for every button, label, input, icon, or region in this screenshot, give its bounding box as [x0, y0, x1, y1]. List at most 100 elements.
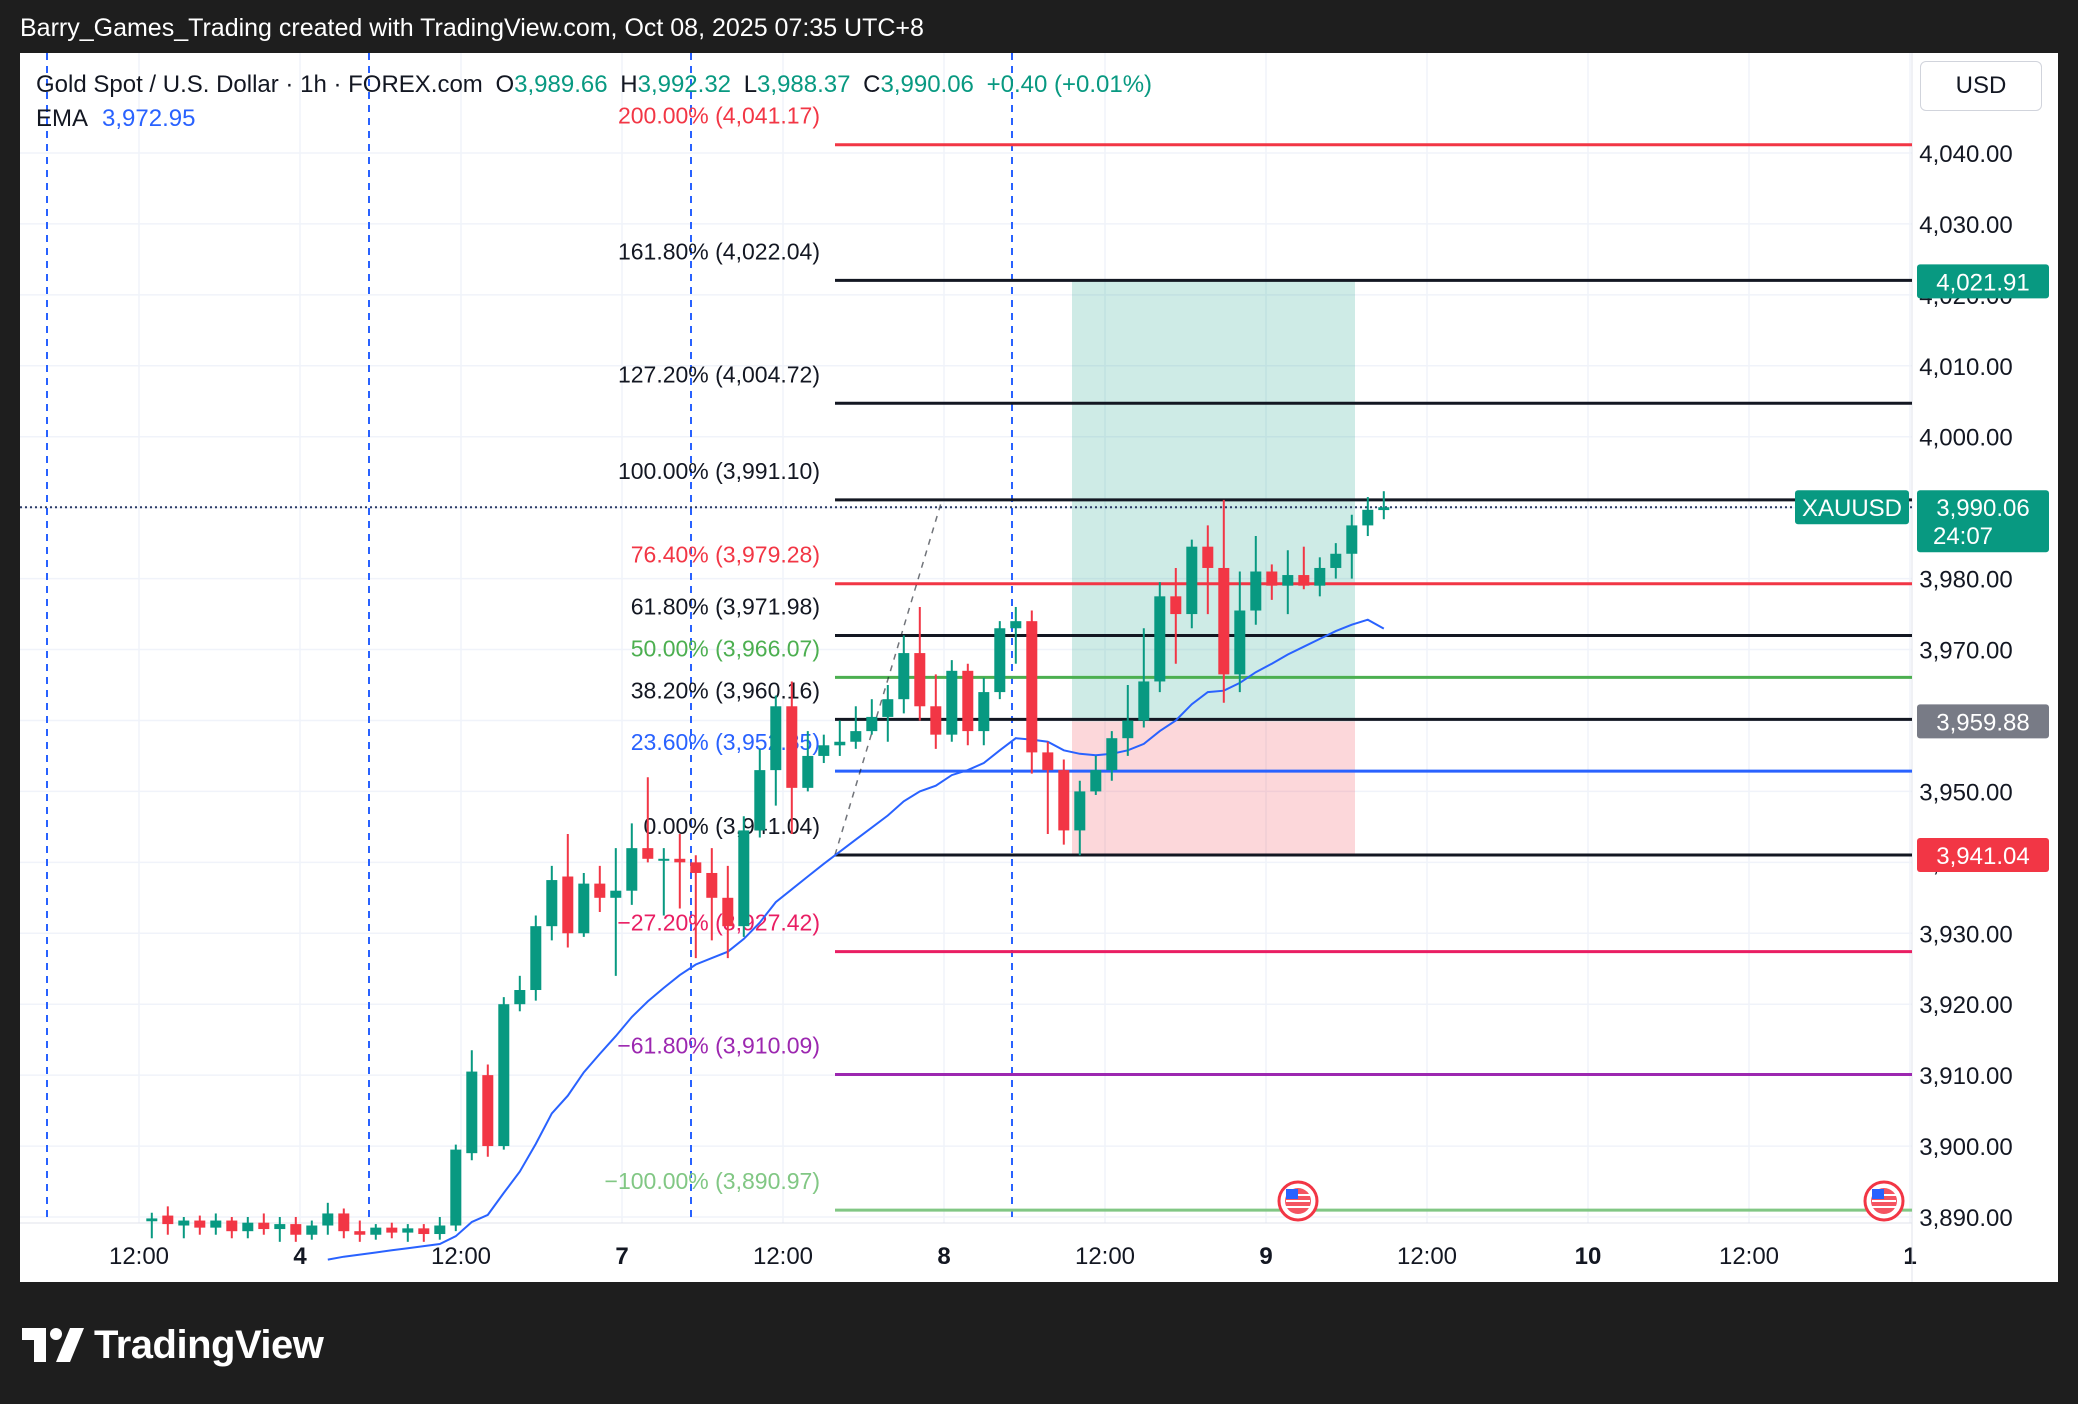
candle-body[interactable]: [1346, 525, 1358, 554]
candle-body[interactable]: [610, 890, 622, 898]
candlestick-chart[interactable]: 12:00 4 12:00 7 12:00 8 12:00 9 12:00 10 12:00 1 200…: [20, 53, 2058, 1282]
candle-body[interactable]: [434, 1225, 446, 1235]
candle-body[interactable]: [354, 1231, 366, 1235]
candle-body[interactable]: [818, 745, 830, 756]
candle-body[interactable]: [370, 1227, 382, 1235]
candle-body[interactable]: [1282, 575, 1294, 586]
candle-body[interactable]: [402, 1228, 414, 1233]
ema-line[interactable]: [327, 618, 1385, 1261]
candle-body[interactable]: [338, 1213, 350, 1232]
candle-body[interactable]: [1202, 546, 1214, 568]
candle-body[interactable]: [1362, 509, 1374, 526]
candle-body[interactable]: [1186, 546, 1198, 615]
candle-body[interactable]: [1314, 567, 1326, 586]
y-tick-label: 4,010.00: [1919, 354, 2012, 381]
candle-body[interactable]: [674, 858, 686, 863]
fib-level-label: −100.00% (3,890.97): [605, 1168, 820, 1194]
candle-body[interactable]: [1266, 571, 1278, 586]
candle-body[interactable]: [210, 1220, 222, 1228]
candle-body[interactable]: [450, 1149, 462, 1226]
candle-body[interactable]: [226, 1220, 238, 1232]
candle-body[interactable]: [1042, 752, 1054, 771]
candle-body[interactable]: [962, 670, 974, 732]
candle-body[interactable]: [882, 699, 894, 717]
currency-button[interactable]: USD: [1920, 61, 2042, 111]
candle-body[interactable]: [770, 706, 782, 771]
low-label: L: [743, 71, 758, 98]
candle-body[interactable]: [1250, 571, 1262, 611]
candle-body[interactable]: [866, 716, 878, 732]
candle-body[interactable]: [930, 706, 942, 735]
candle-body[interactable]: [578, 883, 590, 934]
candle-body[interactable]: [594, 883, 606, 898]
y-tick-label: 3,910.00: [1919, 1063, 2012, 1090]
candle-body[interactable]: [498, 1004, 510, 1147]
stop-price-tag-label: 3,941.04: [1936, 843, 2029, 870]
candle-body[interactable]: [530, 926, 542, 991]
candle-body[interactable]: [1122, 720, 1134, 739]
y-tick-label: 3,900.00: [1919, 1134, 2012, 1161]
candle-body[interactable]: [850, 731, 862, 742]
candle-body[interactable]: [386, 1227, 398, 1233]
candle-body[interactable]: [322, 1213, 334, 1226]
candle-body[interactable]: [162, 1215, 174, 1225]
high-value: 3,992.32: [637, 71, 732, 98]
entry-price-tag-label: 3,959.88: [1936, 709, 2029, 736]
candle-body[interactable]: [914, 653, 926, 707]
candle-body[interactable]: [258, 1222, 270, 1230]
candle-body[interactable]: [946, 670, 958, 735]
candle-body[interactable]: [626, 848, 638, 891]
candle-body[interactable]: [754, 770, 766, 831]
close-label: C: [863, 71, 881, 98]
candle-body[interactable]: [1234, 610, 1246, 675]
candle-body[interactable]: [482, 1075, 494, 1147]
candle-body[interactable]: [738, 830, 750, 927]
candle-body[interactable]: [194, 1220, 206, 1228]
candle-body[interactable]: [1298, 575, 1310, 586]
candle-body[interactable]: [1218, 567, 1230, 675]
ema-legend[interactable]: EMA 3,972.95: [36, 105, 195, 133]
candle-body[interactable]: [978, 692, 990, 732]
candle-body[interactable]: [786, 706, 798, 788]
candle-body[interactable]: [178, 1220, 190, 1226]
candle-body[interactable]: [834, 741, 846, 746]
candle-body[interactable]: [546, 880, 558, 927]
candle-body[interactable]: [658, 858, 670, 861]
symbol-title[interactable]: Gold Spot / U.S. Dollar · 1h · FOREX.com: [36, 71, 483, 98]
candle-body[interactable]: [418, 1228, 430, 1235]
candle-body[interactable]: [306, 1225, 318, 1235]
candle-body[interactable]: [802, 755, 814, 788]
stop-zone[interactable]: [1072, 721, 1355, 855]
candle-body[interactable]: [642, 848, 654, 859]
candle-body[interactable]: [994, 628, 1006, 693]
candle-body[interactable]: [1074, 791, 1086, 831]
candle-body[interactable]: [562, 876, 574, 934]
candle-body[interactable]: [1154, 596, 1166, 682]
symbol-legend: Gold Spot / U.S. Dollar · 1h · FOREX.com…: [36, 71, 1152, 99]
y-tick-label: 3,920.00: [1919, 992, 2012, 1019]
candle-body[interactable]: [242, 1222, 254, 1232]
candle-body[interactable]: [146, 1218, 158, 1222]
candle-body[interactable]: [1106, 738, 1118, 771]
candle-body[interactable]: [1170, 596, 1182, 615]
target-price-tag: [1917, 264, 2049, 299]
candle-body[interactable]: [274, 1224, 286, 1230]
candle-body[interactable]: [290, 1224, 302, 1235]
fib-level-label: 161.80% (4,022.04): [618, 238, 820, 264]
candle-body[interactable]: [898, 653, 910, 700]
candle-body[interactable]: [466, 1071, 478, 1154]
candle-body[interactable]: [1026, 621, 1038, 753]
candle-body[interactable]: [1010, 621, 1022, 629]
candle-body[interactable]: [706, 872, 718, 898]
candle-body[interactable]: [1058, 770, 1070, 831]
fib-level-label: 38.20% (3,960.16): [631, 677, 820, 703]
candle-body[interactable]: [1138, 681, 1150, 721]
us-event-flag-canton: [1872, 1189, 1884, 1199]
candle-body[interactable]: [1330, 553, 1342, 568]
candle-body[interactable]: [1378, 507, 1390, 511]
candle-body[interactable]: [1090, 770, 1102, 792]
candle-body[interactable]: [722, 897, 734, 927]
candle-body[interactable]: [690, 862, 702, 873]
symbol-tag: [1795, 490, 1909, 525]
candle-body[interactable]: [514, 990, 526, 1005]
